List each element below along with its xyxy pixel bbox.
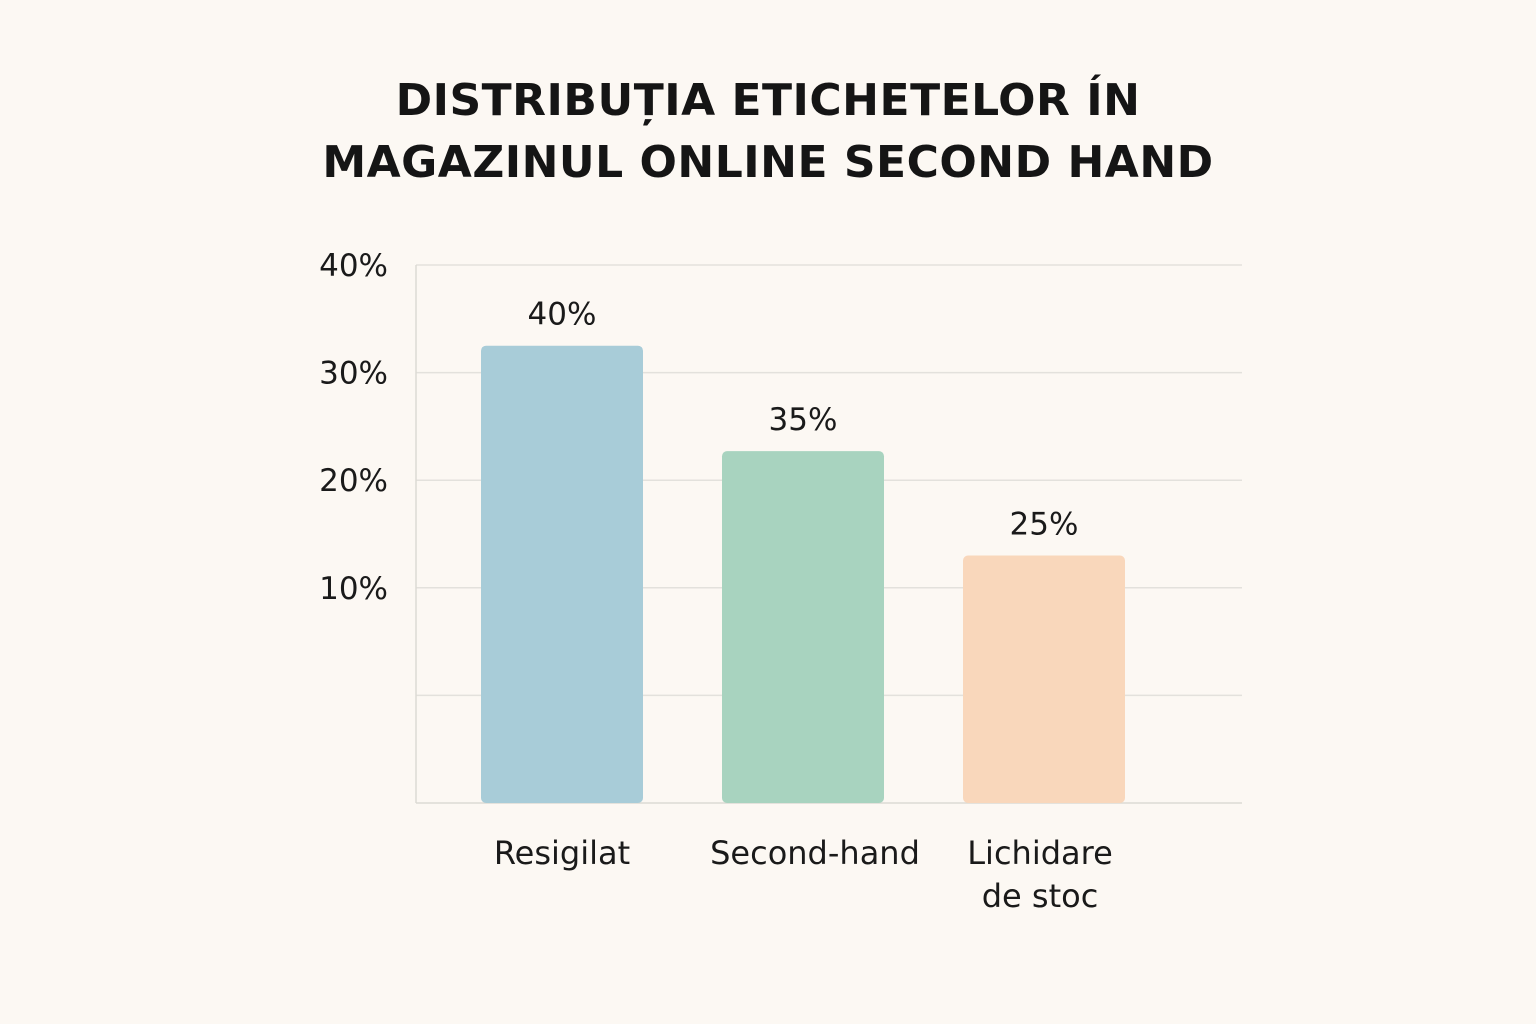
label-layer: 40% 35% 25% Resigilat Second-hand Lichidare de…	[494, 297, 1113, 915]
y-tick-label-0: 40%	[319, 248, 388, 284]
bar-0	[481, 345, 643, 803]
category-label-0-line-0: Resigilat	[494, 834, 630, 872]
y-tick-label-2: 20%	[319, 463, 388, 499]
bar-layer	[481, 345, 1125, 803]
chart-title: DISTRIBUȚIA ETICHETELOR ÍN MAGAZINUL ONL…	[0, 70, 1536, 194]
axis-layer: 40% 30% 20% 10%	[319, 248, 1242, 804]
data-label-2: 25%	[1010, 507, 1079, 543]
y-tick-label-1: 30%	[319, 356, 388, 392]
category-label-2-line-1: de stoc	[982, 877, 1099, 915]
chart-title-line-2: MAGAZINUL ONLINE SECOND HAND	[322, 137, 1214, 188]
bar-1	[722, 451, 884, 803]
data-label-0: 40%	[528, 297, 597, 333]
y-tick-label-3: 10%	[319, 571, 388, 607]
data-label-1: 35%	[769, 402, 838, 438]
category-label-2-line-0: Lichidare	[967, 834, 1113, 872]
chart-title-line-1: DISTRIBUȚIA ETICHETELOR ÍN	[395, 75, 1141, 126]
category-label-1-line-0: Second-hand	[710, 834, 920, 872]
bar-2	[963, 555, 1125, 803]
